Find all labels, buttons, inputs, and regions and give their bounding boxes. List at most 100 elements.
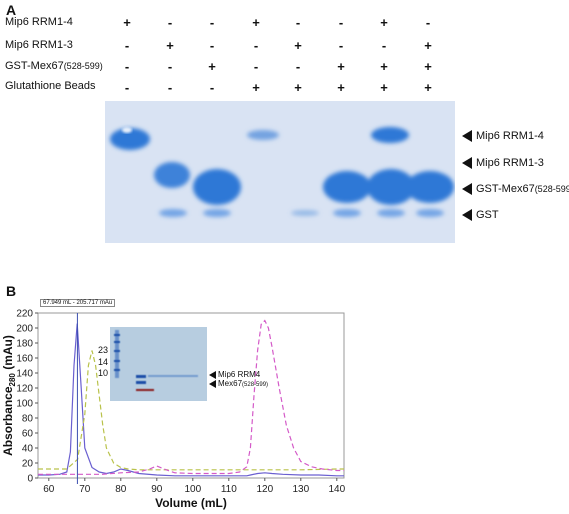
x-tick-label: 60 [43,484,55,495]
row-label-beads: Glutathione Beads [5,80,96,92]
inset-marker-14: 14 [98,357,109,367]
inset-band-rrm4-faint [148,375,198,377]
y-tick-label: 200 [16,324,33,335]
plus-sign: + [424,80,432,95]
series-line-1 [38,323,344,477]
chromatogram-chart: 0 20 40 60 80 100 120 140 160 180 200 220 60 70 80 90 10… [1,309,346,511]
band-lane5-gst [291,210,319,216]
minus-sign: - [167,59,173,74]
minus-sign: - [425,15,431,30]
band-label-rrm13: Mip6 RRM1-3 [462,157,544,170]
inset-gel-bands [114,330,198,391]
y-tick-label: 180 [16,339,33,350]
row-label-rrm13: Mip6 RRM1-3 [5,39,73,51]
x-tick-label: 100 [184,484,201,495]
band-lane2-rrm13 [154,162,190,188]
minus-sign: - [295,15,301,30]
minus-sign: - [167,15,173,30]
x-tick-label: 110 [221,484,237,495]
minus-sign: - [209,15,215,30]
x-tick-label: 90 [151,484,163,495]
band-lane8-gst-mex67 [406,171,454,203]
band-lane6-gst-mex67 [323,171,371,203]
series-line-2 [38,350,344,471]
y-tick-label: 220 [16,309,33,320]
y-tick-label: 20 [22,459,34,470]
minus-sign: - [124,38,130,53]
inset-label-rrm4: Mip6 RRM4 [209,370,260,379]
inset-red-mark [136,389,154,391]
sds-page-gel [105,101,455,243]
minus-sign: - [338,38,344,53]
x-tick-label: 70 [79,484,91,495]
x-tick-label: 130 [292,484,309,495]
y-tick-label: 120 [16,384,33,395]
x-tick-label: 140 [328,484,345,495]
y-tick-label: 160 [16,354,33,365]
minus-sign: - [209,80,215,95]
panel-a-label: A [6,2,17,18]
ladder-band [114,369,120,371]
plus-sign: + [337,59,345,74]
gel-artifact [122,127,132,133]
series-line-3 [38,319,344,475]
y-tick-label: 60 [22,429,34,440]
band-label-gst: GST [462,209,499,222]
plus-sign: + [252,15,260,30]
plus-sign: + [424,59,432,74]
minus-sign: - [124,80,130,95]
x-axis-title: Volume (mL) [155,496,227,510]
band-lane2-gst [159,209,187,217]
band-lane7-gst-mex67 [367,169,415,205]
band-lane6-gst [333,209,361,217]
x-tick-label: 80 [115,484,127,495]
plus-sign: + [380,15,388,30]
plus-sign: + [424,38,432,53]
plus-sign: + [252,80,260,95]
row-label-rrm14: Mip6 RRM1-4 [5,16,73,28]
inset-marker-23: 23 [98,345,109,355]
minus-sign: - [295,59,301,74]
band-label-rrm14: Mip6 RRM1-4 [462,130,544,143]
band-lane1-rrm14 [110,128,150,150]
minus-sign: - [124,59,130,74]
minus-sign: - [209,38,215,53]
minus-sign: - [167,80,173,95]
plus-sign: + [123,15,131,30]
plus-sign: + [208,59,216,74]
inset-gel [110,327,207,401]
plus-sign: + [294,80,302,95]
inset-marker-10: 10 [98,368,109,378]
y-tick-label: 0 [27,474,33,485]
band-lane8-gst [416,209,444,217]
row-label-gst-mex67: GST-Mex67(528-599) [5,60,103,72]
ladder-band [114,360,120,362]
y-tick-label: 140 [16,369,33,380]
plus-sign: + [380,80,388,95]
ladder-band [114,334,120,336]
plus-sign: + [380,59,388,74]
y-tick-label: 40 [22,444,34,455]
y-tick-label: 80 [22,414,34,425]
band-lane7-rrm14 [371,127,409,143]
inset-band-rrm4 [136,375,146,378]
cursor-readout: 67.949 mL - 205.717 mAu [40,299,116,307]
band-label-gst-mex67: GST-Mex67(528-599) [462,183,569,196]
x-tick-label: 120 [256,484,273,495]
panel-b-label: B [6,283,17,299]
minus-sign: - [338,15,344,30]
minus-sign: - [253,59,259,74]
band-lane4-rrm14 [247,130,279,140]
ladder-band [114,341,120,343]
minus-sign: - [381,38,387,53]
inset-label-mex67: Mex67(528-599) [209,379,268,388]
plus-sign: + [166,38,174,53]
plus-sign: + [337,80,345,95]
y-axis-title: Absorbance280 (mAu) [1,335,17,456]
minus-sign: - [253,38,259,53]
band-lane3-gst [203,209,231,217]
y-tick-label: 100 [16,399,33,410]
inset-band-mex67 [136,381,146,384]
band-lane7-gst [377,209,405,217]
plus-sign: + [294,38,302,53]
